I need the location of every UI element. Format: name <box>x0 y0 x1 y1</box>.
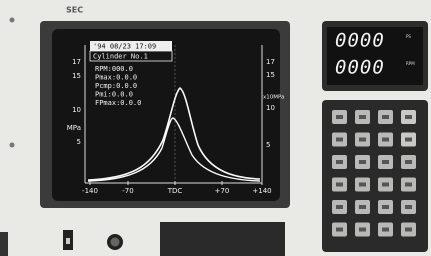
edge-block <box>0 232 8 256</box>
display-digits: 0000 <box>335 30 385 52</box>
cylinder-label: Cylinder No.1 <box>93 53 148 61</box>
right-axis-unit: x10MPa <box>263 95 284 101</box>
x-tick-label: +140 <box>252 187 271 195</box>
left-tick-label: 17 <box>72 58 81 66</box>
instrument-panel: SEC '94 08/23 17:09 Cylinder No.1 RPM:00… <box>0 0 431 256</box>
key-mark <box>359 138 366 142</box>
key-mark <box>336 160 343 164</box>
readout: Pcmp:0.0.0 <box>95 82 137 90</box>
screw <box>10 18 15 23</box>
right-tick-label: 5 <box>266 141 270 149</box>
key-mark <box>336 138 343 142</box>
key-mark <box>405 160 412 164</box>
date-time: '94 08/23 17:09 <box>93 43 156 51</box>
key-mark <box>382 115 389 119</box>
key-mark <box>405 205 412 209</box>
x-tick-label: -70 <box>122 187 133 195</box>
left-tick-label: 10 <box>72 106 81 114</box>
key-mark <box>405 115 412 119</box>
x-tick-label: -140 <box>82 187 98 195</box>
readout: FPmax:0.0.0 <box>95 99 141 107</box>
key-mark <box>359 205 366 209</box>
key-mark <box>405 183 412 187</box>
left-tick-label: 5 <box>77 138 81 146</box>
x-tick-label: TDC <box>167 187 183 195</box>
key-mark <box>359 228 366 232</box>
key-mark <box>359 183 366 187</box>
key-mark <box>359 160 366 164</box>
key-mark <box>382 205 389 209</box>
knob-center <box>111 238 120 247</box>
left-tick-label: 15 <box>72 72 81 80</box>
key-mark <box>382 228 389 232</box>
display-digits: 0000 <box>335 57 385 79</box>
left-axis-unit: MPa <box>67 124 81 132</box>
key-mark <box>336 183 343 187</box>
screw <box>10 143 15 148</box>
key-mark <box>405 228 412 232</box>
right-tick-label: 10 <box>266 104 275 112</box>
key-mark <box>336 228 343 232</box>
display-unit: RPM <box>406 61 415 66</box>
switch-lever <box>66 238 70 244</box>
screen <box>52 29 280 201</box>
key-mark <box>336 115 343 119</box>
key-mark <box>336 205 343 209</box>
right-tick-label: 17 <box>266 58 275 66</box>
key-mark <box>382 160 389 164</box>
x-tick-label: +70 <box>215 187 230 195</box>
right-tick-label: 15 <box>266 71 275 79</box>
lower-window <box>160 222 285 256</box>
key-mark <box>405 138 412 142</box>
brand-label: SEC <box>66 6 83 15</box>
key-mark <box>382 183 389 187</box>
display-unit: PS <box>406 34 411 39</box>
key-mark <box>382 138 389 142</box>
readout: Pmi:0.0.0 <box>95 91 133 99</box>
readout: Pmax:0.0.0 <box>95 74 137 82</box>
readout: RPM:000.0 <box>95 65 133 73</box>
key-mark <box>359 115 366 119</box>
